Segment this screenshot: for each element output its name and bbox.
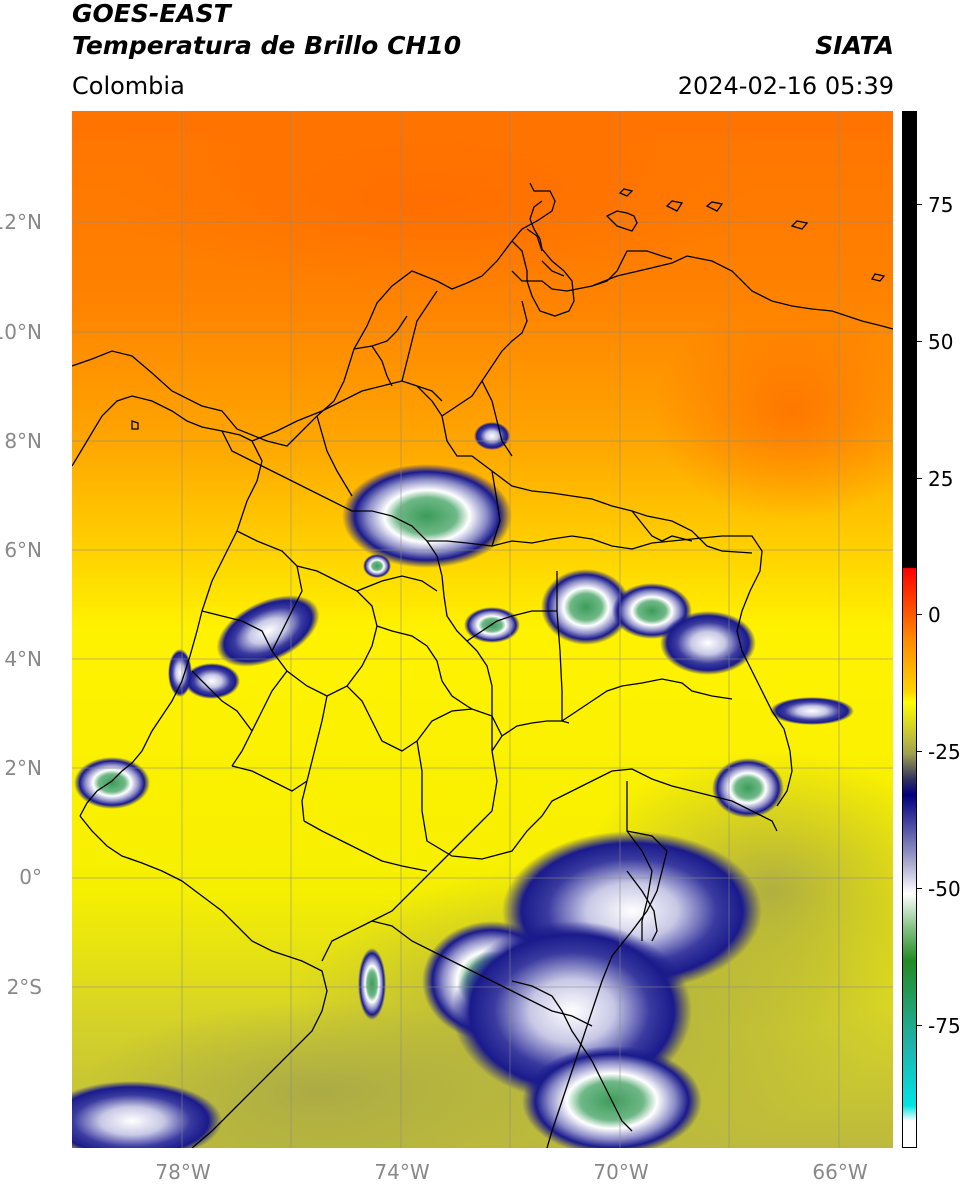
timestamp-label: 2024-02-16 05:39 xyxy=(677,72,894,100)
product-title: GOES-EAST xyxy=(72,0,231,28)
coastlines-and-borders xyxy=(72,182,893,1148)
satellite-map[interactable] xyxy=(72,111,893,1148)
brand-label: SIATA xyxy=(815,31,894,60)
lon-label: 74°W xyxy=(374,1160,430,1184)
lat-label: 6°N xyxy=(4,538,42,562)
colorbar-label: -75 xyxy=(928,1014,961,1038)
colorbar-tick xyxy=(917,478,922,479)
colorbar-tick xyxy=(917,341,922,342)
colorbar-tick xyxy=(917,751,922,752)
colorbar-label: 0 xyxy=(928,603,941,627)
lon-label: 78°W xyxy=(155,1160,211,1184)
lat-label: 2°S xyxy=(6,975,42,999)
colorbar xyxy=(902,111,917,1148)
colorbar-tick xyxy=(917,614,922,615)
channel-title: Temperatura de Brillo CH10 xyxy=(72,31,462,60)
colorbar-label: 75 xyxy=(928,193,954,217)
colorbar-tick xyxy=(917,888,922,889)
region-label: Colombia xyxy=(72,72,185,100)
lat-label: 8°N xyxy=(4,429,42,453)
colorbar-label: -25 xyxy=(928,740,961,764)
lon-label: 70°W xyxy=(593,1160,649,1184)
lat-label: 10°N xyxy=(0,320,42,344)
lon-label: 66°W xyxy=(812,1160,868,1184)
lat-label: 4°N xyxy=(4,647,42,671)
lat-label: 0° xyxy=(19,865,42,889)
colorbar-label: -50 xyxy=(928,877,961,901)
colorbar-label: 50 xyxy=(928,330,954,354)
map-canvas xyxy=(72,111,893,1148)
lat-label: 2°N xyxy=(4,756,42,780)
colorbar-label: 25 xyxy=(928,467,954,491)
colorbar-tick xyxy=(917,204,922,205)
lat-label: 12°N xyxy=(0,210,42,234)
colorbar-tick xyxy=(917,1025,922,1026)
